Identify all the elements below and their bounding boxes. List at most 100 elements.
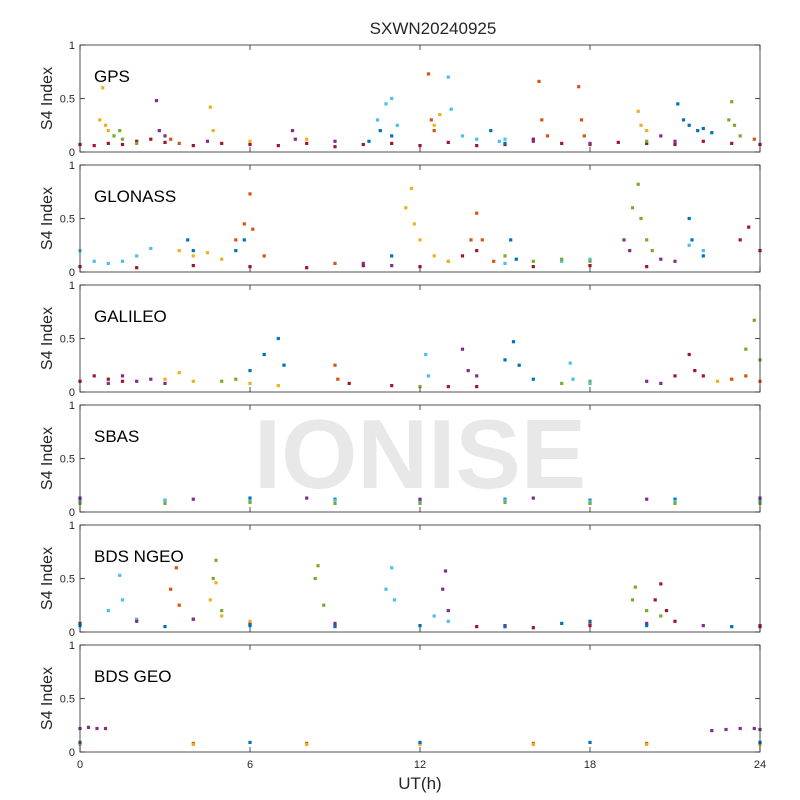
data-point bbox=[693, 369, 697, 373]
data-point bbox=[333, 363, 337, 367]
data-point bbox=[676, 102, 680, 106]
data-point bbox=[503, 500, 507, 504]
data-point bbox=[313, 576, 317, 581]
x-tick-label: 6 bbox=[247, 759, 253, 771]
data-point bbox=[460, 347, 465, 351]
data-point bbox=[480, 238, 484, 242]
data-point bbox=[208, 598, 212, 602]
y-tick-label: 0 bbox=[69, 147, 75, 159]
plot-area bbox=[80, 165, 760, 272]
data-point bbox=[322, 603, 326, 607]
data-point bbox=[248, 619, 252, 623]
x-tick-label: 18 bbox=[584, 759, 596, 771]
y-axis-label: S4 Index bbox=[39, 187, 56, 250]
data-point bbox=[426, 374, 431, 378]
data-point bbox=[752, 726, 756, 731]
data-point bbox=[710, 131, 714, 135]
data-point bbox=[645, 139, 649, 143]
data-point bbox=[404, 206, 408, 210]
data-point bbox=[276, 336, 280, 341]
data-point bbox=[622, 238, 626, 242]
data-point bbox=[475, 144, 479, 148]
y-tick-label: 1 bbox=[69, 520, 75, 532]
data-point bbox=[120, 598, 125, 602]
data-point bbox=[517, 363, 521, 367]
data-point bbox=[154, 99, 159, 103]
data-point bbox=[191, 379, 195, 383]
data-point bbox=[588, 264, 592, 268]
data-point bbox=[409, 186, 414, 191]
data-point bbox=[432, 254, 436, 258]
data-point bbox=[738, 134, 742, 138]
data-point bbox=[503, 358, 507, 362]
data-point bbox=[191, 249, 195, 253]
data-point bbox=[305, 742, 309, 747]
data-point bbox=[169, 137, 173, 141]
data-point bbox=[234, 249, 238, 253]
data-point bbox=[577, 85, 581, 89]
data-point bbox=[106, 129, 110, 133]
data-point bbox=[568, 361, 572, 365]
data-point bbox=[106, 141, 110, 145]
data-point bbox=[106, 377, 110, 381]
y-axis-label: S4 Index bbox=[39, 427, 56, 490]
data-point bbox=[636, 182, 640, 186]
data-point bbox=[361, 261, 365, 265]
data-point bbox=[149, 246, 153, 251]
data-point bbox=[333, 145, 337, 149]
data-point bbox=[220, 379, 224, 383]
data-series bbox=[169, 72, 756, 145]
data-series bbox=[186, 216, 705, 261]
panel-label: GPS bbox=[94, 67, 130, 86]
data-point bbox=[446, 385, 450, 389]
data-point bbox=[418, 238, 422, 242]
data-point bbox=[645, 129, 649, 133]
data-point bbox=[92, 374, 96, 378]
data-point bbox=[101, 86, 105, 90]
data-point bbox=[384, 587, 388, 591]
data-point bbox=[645, 141, 649, 145]
data-point bbox=[469, 238, 473, 242]
data-point bbox=[475, 211, 479, 215]
data-point bbox=[432, 614, 436, 618]
data-point bbox=[234, 238, 238, 242]
y-axis-label: S4 Index bbox=[39, 667, 56, 730]
y-tick-label: 0.5 bbox=[60, 334, 75, 346]
data-point bbox=[673, 497, 677, 501]
data-series bbox=[211, 558, 663, 618]
data-point bbox=[333, 498, 337, 502]
data-point bbox=[163, 501, 167, 505]
data-point bbox=[588, 740, 592, 744]
data-point bbox=[560, 257, 564, 261]
panel-bds-ngeo: 0 0.5 1 BDS NGEO S4 Index bbox=[39, 520, 762, 639]
data-point bbox=[211, 129, 215, 133]
data-point bbox=[537, 79, 541, 83]
data-point bbox=[333, 621, 337, 625]
data-point bbox=[333, 261, 337, 265]
data-point bbox=[503, 254, 507, 258]
data-point bbox=[687, 352, 691, 357]
data-point bbox=[503, 625, 507, 629]
data-point bbox=[262, 352, 266, 357]
data-point bbox=[282, 363, 286, 367]
data-point bbox=[701, 126, 705, 131]
data-point bbox=[653, 598, 657, 602]
y-tick-label: 0.5 bbox=[60, 694, 75, 706]
y-tick-label: 0.5 bbox=[60, 214, 75, 226]
data-point bbox=[696, 129, 700, 133]
panel-bds-geo: 0 0.5 1 0 6 12 18 24 BDS GEO S4 Index bbox=[39, 640, 766, 771]
data-point bbox=[418, 385, 422, 389]
y-tick-label: 0.5 bbox=[60, 454, 75, 466]
data-point bbox=[120, 137, 125, 141]
data-point bbox=[361, 142, 365, 147]
data-point bbox=[220, 609, 224, 613]
data-point bbox=[103, 123, 108, 127]
data-series bbox=[154, 99, 677, 145]
data-point bbox=[378, 129, 382, 133]
data-point bbox=[208, 105, 212, 109]
data-point bbox=[701, 249, 705, 253]
data-point bbox=[149, 377, 153, 381]
y-tick-label: 0 bbox=[69, 507, 75, 519]
data-point bbox=[690, 238, 694, 242]
data-point bbox=[446, 75, 450, 79]
